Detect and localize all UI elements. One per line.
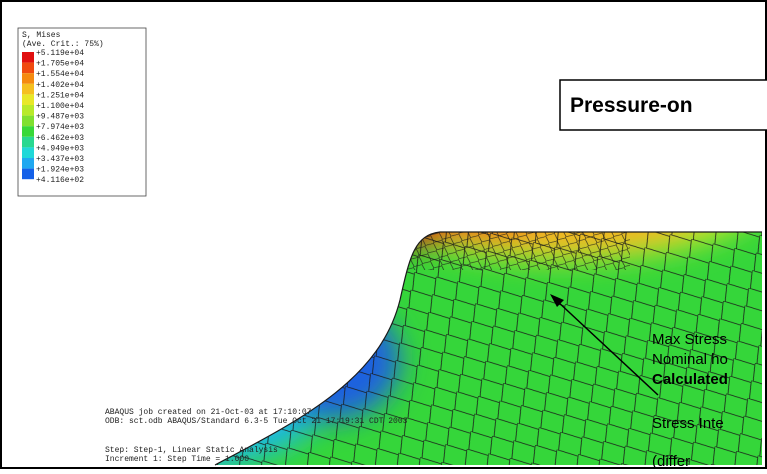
legend-label: +7.974e+03 xyxy=(36,123,84,132)
annotation: Stress Inte xyxy=(652,415,724,432)
legend-label: +1.554e+04 xyxy=(36,70,84,79)
screenshot: S, Mises (Ave. Crit.: 75%) +5.119e+04 +1.… xyxy=(0,0,767,469)
info-text: Step: Step-1, Linear Static Analysis xyxy=(105,446,278,455)
legend-label: +5.119e+04 xyxy=(36,49,84,58)
legend-label: +4.116e+02 xyxy=(36,176,84,185)
legend-swatch xyxy=(22,147,34,158)
legend-label: +1.251e+04 xyxy=(36,91,84,100)
annotation: Nominal ho xyxy=(652,351,728,368)
legend-label: +6.462e+03 xyxy=(36,134,84,143)
legend-label: +1.402e+04 xyxy=(36,81,84,90)
legend-swatch xyxy=(22,116,34,127)
legend-label: +1.705e+04 xyxy=(36,60,84,69)
legend-swatch xyxy=(22,63,34,74)
info-text: ODB: sct.odb ABAQUS/Standard 6.3-5 Tue O… xyxy=(105,417,408,426)
legend-title: S, Mises xyxy=(22,31,61,40)
legend-swatch xyxy=(22,169,34,180)
annotation: Max Stress xyxy=(652,331,727,348)
legend-swatch xyxy=(22,126,34,137)
legend-swatch xyxy=(22,94,34,105)
legend-swatch xyxy=(22,52,34,63)
annotation: Calculated xyxy=(652,371,728,388)
legend-swatch xyxy=(22,73,34,84)
legend-label: +3.437e+03 xyxy=(36,155,84,164)
info-text: Increment 1: Step Time = 1.000 xyxy=(105,455,249,464)
legend-swatch xyxy=(22,84,34,95)
legend-label: +1.924e+03 xyxy=(36,166,84,175)
legend-swatch xyxy=(22,158,34,169)
legend-swatch xyxy=(22,105,34,116)
info-text: ABAQUS job created on 21-Oct-03 at 17:10… xyxy=(105,408,312,417)
legend-label: +1.100e+04 xyxy=(36,102,84,111)
legend-subtitle: (Ave. Crit.: 75%) xyxy=(22,40,104,49)
legend-swatch xyxy=(22,137,34,148)
annotation: (differ xyxy=(652,453,690,469)
title-text: Pressure-on xyxy=(570,94,693,117)
legend-label: +9.487e+03 xyxy=(36,113,84,122)
legend-label: +4.949e+03 xyxy=(36,144,84,153)
